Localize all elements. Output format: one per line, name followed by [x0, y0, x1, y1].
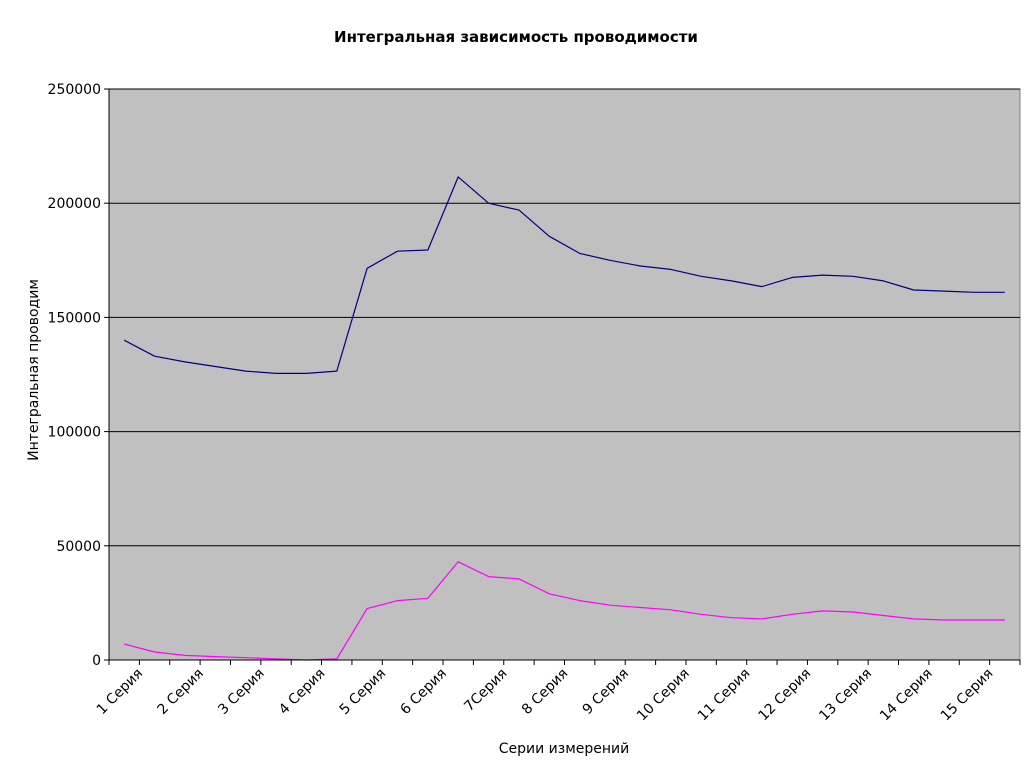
y-tick-label-5: 250000 — [48, 82, 101, 98]
x-tick-label-10: 11 Серия — [695, 666, 754, 725]
y-tick-label-2: 100000 — [48, 425, 101, 441]
y-tick-label-1: 50000 — [56, 539, 101, 555]
y-axis-ticks: 0 50000 100000 150000 200000 250000 — [48, 82, 109, 669]
y-axis-title: Интегральная проводим — [26, 279, 42, 461]
x-tick-label-7: 8 Серия — [519, 666, 571, 718]
x-tick-label-3: 4 Серия — [276, 666, 328, 718]
series-line-2 — [124, 561, 1005, 661]
x-tick-label-14: 15 Серия — [938, 666, 997, 725]
x-tick-label-8: 9 Серия — [580, 666, 632, 718]
chart-title: Интегральная зависимость проводимости — [334, 28, 698, 46]
series-lines — [123, 176, 1005, 661]
x-axis-title: Серии измерений — [499, 741, 630, 757]
x-tick-label-11: 12 Серия — [756, 666, 815, 725]
gridlines — [109, 88, 1020, 547]
x-tick-label-0: 1 Серия — [94, 666, 146, 718]
x-axis-ticks: 1 Серия 2 Серия 3 Серия 4 Серия 5 Серия 6 Сер… — [94, 660, 1021, 725]
x-tick-label-9: 10 Серия — [634, 666, 693, 725]
x-tick-label-6: 7Серия — [461, 666, 510, 715]
x-tick-label-2: 3 Серия — [215, 666, 267, 718]
series-line-1 — [123, 176, 1005, 374]
y-tick-label-3: 150000 — [48, 310, 101, 326]
x-tick-label-12: 13 Серия — [816, 666, 875, 725]
x-tick-label-1: 2 Серия — [154, 666, 206, 718]
plot-area — [108, 88, 1021, 661]
x-tick-label-4: 5 Серия — [337, 666, 389, 718]
y-tick-label-0: 0 — [92, 653, 101, 669]
x-tick-label-5: 6 Серия — [397, 666, 449, 718]
x-tick-label-13: 14 Серия — [877, 666, 936, 725]
y-tick-label-4: 200000 — [48, 196, 101, 212]
